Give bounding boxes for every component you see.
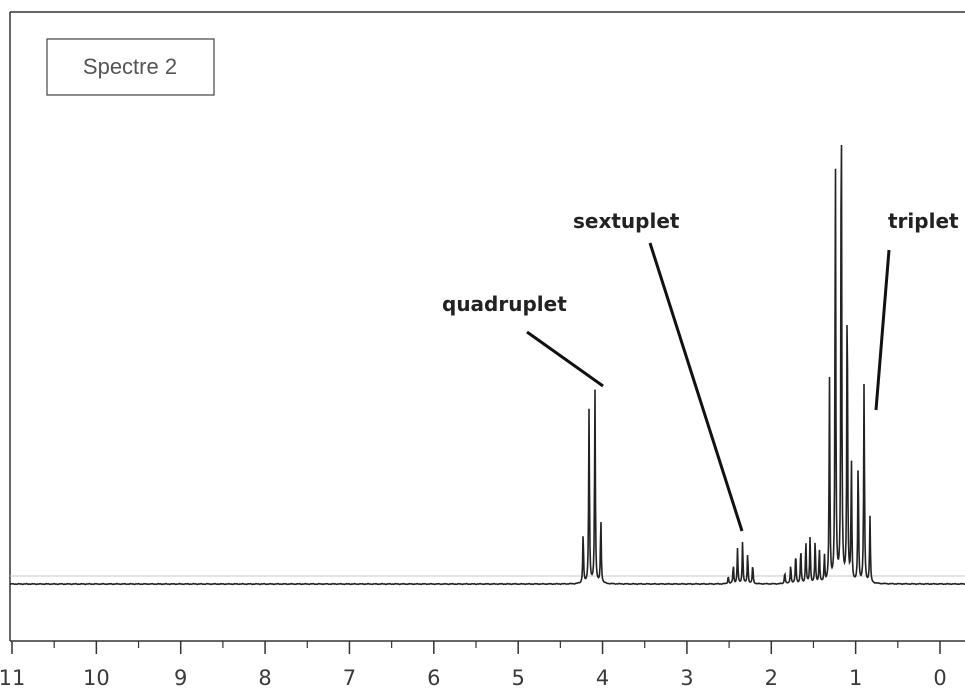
- x-tick-label: 1: [849, 666, 862, 690]
- x-tick-label: 4: [596, 666, 609, 690]
- annotation-quadruplet-label: quadruplet: [442, 292, 567, 316]
- x-axis-tick-labels: 11 10 9 8 7 6 5 4 3 2 1 0: [0, 666, 947, 690]
- annotation-sextuplet-pointer: [648, 242, 744, 532]
- spectrum-line: [9, 144, 965, 586]
- annotation-triplet-pointer: [874, 249, 891, 411]
- x-tick-label: 11: [0, 666, 25, 690]
- title-box: Spectre 2: [46, 38, 215, 96]
- x-tick-label: 2: [765, 666, 778, 690]
- annotation-sextuplet-label: sextuplet: [573, 209, 680, 233]
- annotation-quadruplet: quadruplet: [442, 292, 604, 388]
- x-tick-label: 10: [83, 666, 110, 690]
- annotation-triplet-label: triplet: [888, 209, 959, 233]
- x-tick-label: 8: [258, 666, 271, 690]
- x-tick-label: 0: [933, 666, 946, 690]
- annotation-triplet: triplet: [874, 209, 959, 411]
- chart-title: Spectre 2: [83, 54, 177, 79]
- x-axis-ticks: [11, 641, 941, 654]
- x-tick-label: 6: [427, 666, 440, 690]
- x-tick-label: 3: [680, 666, 693, 690]
- x-tick-label: 7: [343, 666, 356, 690]
- annotation-quadruplet-pointer: [526, 330, 604, 388]
- x-tick-label: 5: [511, 666, 524, 690]
- x-tick-label: 9: [174, 666, 187, 690]
- annotation-sextuplet: sextuplet: [573, 209, 744, 532]
- spectrum-trace: [9, 144, 965, 586]
